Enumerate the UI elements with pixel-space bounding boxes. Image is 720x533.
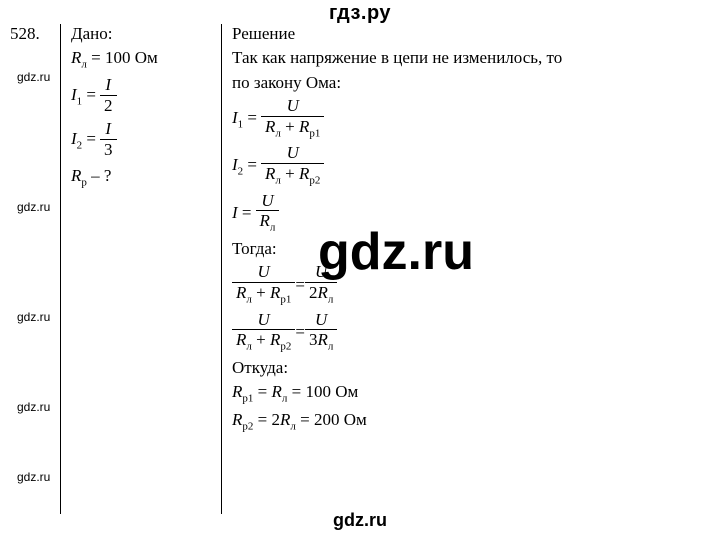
var-R: R xyxy=(232,382,242,401)
fraction-left: U Rл + Rр1 xyxy=(232,263,295,306)
frac-num-U: U xyxy=(256,192,280,212)
var-R: R xyxy=(271,382,281,401)
frac-den: 3Rл xyxy=(305,330,337,354)
solution-title: Решение xyxy=(232,24,700,44)
given-I2: I2 = I 3 xyxy=(71,120,211,160)
page-header: гдз.ру xyxy=(0,0,720,25)
fraction: U Rл + Rр1 xyxy=(261,97,324,140)
equation-I1: I1 = U Rл + Rр1 xyxy=(232,97,700,140)
equals: = xyxy=(295,275,305,295)
solution-intro-2: по закону Ома: xyxy=(232,73,700,93)
solution-intro-1: Так как напряжение в цепи не изменилось,… xyxy=(232,48,700,68)
whence-label: Откуда: xyxy=(232,358,700,378)
solution-column: Решение Так как напряжение в цепи не изм… xyxy=(222,24,710,514)
equation-5: U Rл + Rр2 = U 3Rл xyxy=(232,311,700,354)
frac-num: I xyxy=(100,120,117,140)
equals: = xyxy=(82,85,96,104)
equals: = xyxy=(243,155,257,174)
equals: = xyxy=(243,108,257,127)
frac-num-U: U xyxy=(305,311,337,331)
equals: = xyxy=(82,129,96,148)
frac-num-U: U xyxy=(261,97,324,117)
val-100: = 100 Ом xyxy=(287,382,358,401)
frac-num-U: U xyxy=(232,263,295,283)
val-100: = 100 Ом xyxy=(87,48,158,67)
given-I1: I1 = I 2 xyxy=(71,76,211,116)
var-R: R xyxy=(280,410,290,429)
frac-den: Rл + Rр2 xyxy=(232,330,295,354)
given-column: Дано: Rл = 100 Ом I1 = I 2 I2 = I 3 Rр –… xyxy=(61,24,221,514)
var-R: R xyxy=(71,166,81,185)
equation-4: U Rл + Rр1 = U 2Rл xyxy=(232,263,700,306)
equation-I: I = U Rл xyxy=(232,192,700,235)
frac-num-U: U xyxy=(305,263,337,283)
frac-num-U: U xyxy=(232,311,295,331)
page-footer: gdz.ru xyxy=(0,510,720,533)
answer-1: Rр1 = Rл = 100 Ом xyxy=(232,382,700,406)
fraction: I 2 xyxy=(100,76,117,116)
frac-den: Rл + Rр1 xyxy=(232,283,295,307)
then-label: Тогда: xyxy=(232,239,700,259)
equals: = xyxy=(253,382,271,401)
fraction: U Rл xyxy=(256,192,280,235)
problem-content: 528. Дано: Rл = 100 Ом I1 = I 2 I2 = I 3… xyxy=(10,24,710,514)
answer-2: Rр2 = 2Rл = 200 Ом xyxy=(232,410,700,434)
equation-I2: I2 = U Rл + Rр2 xyxy=(232,144,700,187)
problem-number: 528. xyxy=(10,24,40,43)
given-title: Дано: xyxy=(71,24,211,44)
equals: = xyxy=(238,203,252,222)
val-200: = 200 Ом xyxy=(296,410,367,429)
equals-2: = 2 xyxy=(253,410,280,429)
problem-number-column: 528. xyxy=(10,24,60,514)
fraction-left: U Rл + Rр2 xyxy=(232,311,295,354)
var-R: R xyxy=(71,48,81,67)
fraction: I 3 xyxy=(100,120,117,160)
frac-num: I xyxy=(100,76,117,96)
frac-den: 2Rл xyxy=(305,283,337,307)
frac-den: 2 xyxy=(100,96,117,116)
question-mark: – ? xyxy=(87,166,112,185)
frac-den: Rл xyxy=(256,211,280,235)
sub-p2: р2 xyxy=(242,420,253,432)
fraction-right: U 2Rл xyxy=(305,263,337,306)
equals: = xyxy=(295,322,305,342)
given-Rl: Rл = 100 Ом xyxy=(71,48,211,72)
given-Rp-question: Rр – ? xyxy=(71,166,211,190)
sub-p1: р1 xyxy=(242,393,253,405)
frac-den: Rл + Rр2 xyxy=(261,164,324,188)
fraction: U Rл + Rр2 xyxy=(261,144,324,187)
frac-den: Rл + Rр1 xyxy=(261,117,324,141)
frac-num-U: U xyxy=(261,144,324,164)
fraction-right: U 3Rл xyxy=(305,311,337,354)
frac-den: 3 xyxy=(100,140,117,160)
var-R: R xyxy=(232,410,242,429)
